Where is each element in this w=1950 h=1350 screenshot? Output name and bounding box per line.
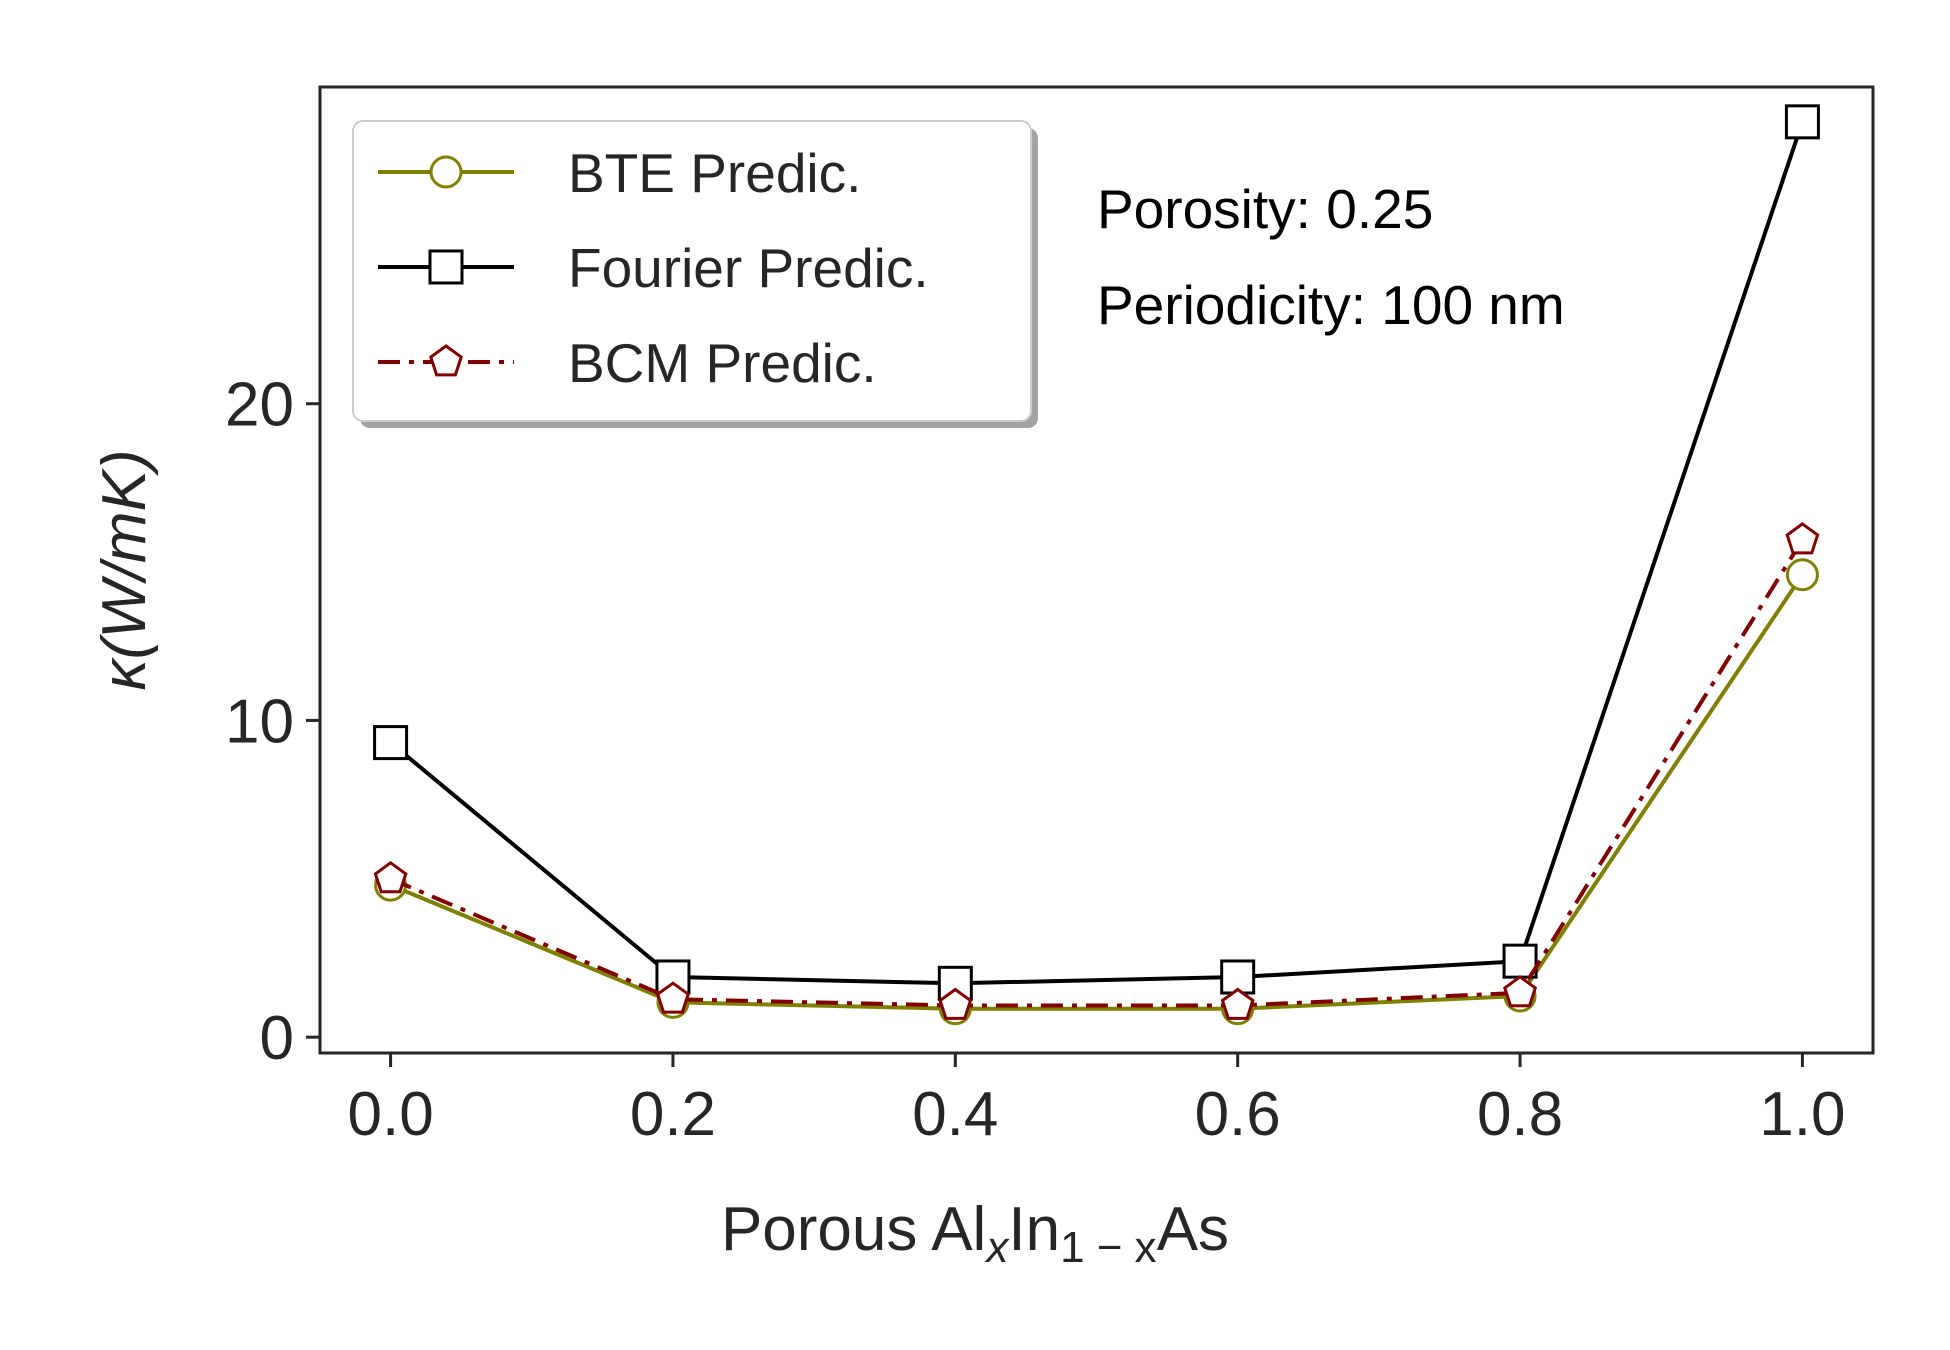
y-tick-label: 10 [225, 687, 294, 756]
y-axis: 0 10 20 [225, 371, 320, 1073]
y-tick-label: 0 [260, 1004, 294, 1073]
data-point [373, 860, 408, 894]
data-point [1503, 974, 1538, 1008]
legend-item: BCM Predic. [378, 332, 877, 394]
data-point [655, 981, 690, 1014]
data-point [1220, 987, 1255, 1020]
legend-label: Fourier Predic. [568, 237, 929, 299]
annotation-porosity: Porosity: 0.25 [1097, 178, 1433, 240]
series-0 [374, 558, 1819, 1026]
x-tick-label: 0.2 [630, 1080, 716, 1149]
data-point [1785, 558, 1819, 592]
data-point [938, 987, 973, 1020]
series-layer [373, 104, 1820, 1026]
legend-marker [428, 249, 464, 285]
annotation-periodicity: Periodicity: 100 nm [1097, 274, 1565, 336]
y-axis-title: κ(W/mK) [90, 449, 159, 690]
legend-item: BTE Predic. [378, 142, 861, 204]
data-point [1784, 104, 1820, 140]
x-tick-label: 0.8 [1477, 1080, 1563, 1149]
x-tick-label: 1.0 [1759, 1080, 1845, 1149]
x-axis: 0.0 0.2 0.4 0.6 0.8 1.0 [347, 1053, 1846, 1149]
legend-item: Fourier Predic. [378, 237, 929, 299]
plot-frame [318, 85, 1875, 1055]
legend-marker [429, 155, 463, 189]
legend-marker [429, 344, 463, 377]
series-line [389, 573, 1805, 1011]
x-axis-title: Porous AlxIn1 − xAs [721, 1195, 1229, 1272]
y-tick-label: 20 [225, 371, 294, 440]
series-2 [373, 522, 1820, 1020]
x-tick-label: 0.0 [347, 1080, 433, 1149]
series-line [389, 538, 1805, 1008]
data-point [1785, 522, 1820, 555]
series-line [389, 121, 1805, 986]
x-tick-label: 0.4 [912, 1080, 998, 1149]
legend-label: BTE Predic. [568, 142, 861, 204]
legend: BTE Predic. Fourier Predic. BCM Predic. [352, 120, 1038, 428]
data-point [373, 725, 409, 761]
legend-label: BCM Predic. [568, 332, 877, 394]
x-tick-label: 0.6 [1195, 1080, 1281, 1149]
